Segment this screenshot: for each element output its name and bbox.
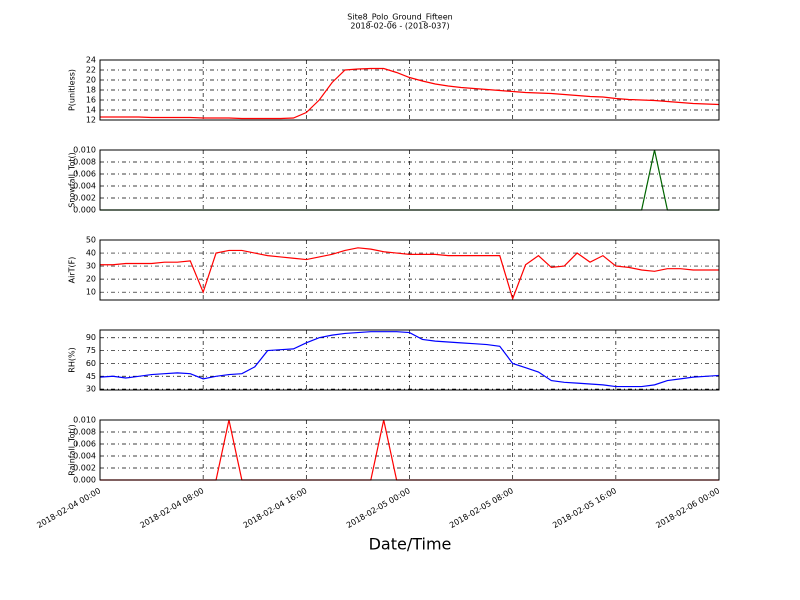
y-tick-label: 22 <box>86 66 96 75</box>
y-axis-label: AirT(F) <box>68 257 77 284</box>
y-tick-label: 12 <box>86 116 96 125</box>
y-tick-label: 30 <box>86 262 96 271</box>
y-tick-label: 50 <box>86 236 96 245</box>
y-tick-label: 0.002 <box>73 464 96 473</box>
y-tick-label: 0.002 <box>73 194 96 203</box>
y-tick-label: 14 <box>86 106 96 115</box>
y-tick-label: 45 <box>86 372 96 381</box>
y-tick-label: 40 <box>86 249 96 258</box>
x-tick-label: 2018-02-04 00:00 <box>35 486 102 530</box>
y-axis-label: P(unitless) <box>68 69 77 111</box>
y-tick-label: 16 <box>86 96 96 105</box>
x-axis-label: Date/Time <box>369 535 452 554</box>
plot-frame <box>99 329 720 391</box>
data-line <box>100 67 720 120</box>
y-tick-label: 0.004 <box>73 452 96 461</box>
y-tick-label: 0.010 <box>73 416 96 425</box>
y-tick-label: 20 <box>86 76 96 85</box>
y-axis-label: RH(%) <box>68 347 77 372</box>
plot-frame <box>99 419 720 481</box>
y-tick-label: 18 <box>86 86 96 95</box>
y-tick-label: 60 <box>86 359 96 368</box>
y-tick-label: 10 <box>86 288 96 297</box>
chart-title: Site8_Polo_Ground_Fifteen <box>347 13 452 22</box>
plot-frame <box>99 239 720 301</box>
y-tick-label: 75 <box>86 346 96 355</box>
y-tick-label: 0.006 <box>73 170 96 179</box>
y-tick-label: 0.004 <box>73 182 96 191</box>
y-tick-label: 0.000 <box>73 206 96 215</box>
x-tick-label: 2018-02-06 00:00 <box>654 486 721 530</box>
y-tick-label: 0.000 <box>73 476 96 485</box>
x-tick-label: 2018-02-04 16:00 <box>242 486 309 530</box>
y-tick-label: 0.006 <box>73 440 96 449</box>
chart-subtitle: 2018-02-06 - (2018-037) <box>350 22 449 31</box>
y-tick-label: 90 <box>86 333 96 342</box>
y-tick-label: 30 <box>86 385 96 394</box>
data-line <box>100 247 719 301</box>
plot-frame <box>99 149 720 211</box>
y-tick-label: 0.010 <box>73 146 96 155</box>
y-tick-label: 24 <box>86 56 96 65</box>
x-tick-label: 2018-02-04 08:00 <box>138 486 205 530</box>
x-tick-label: 2018-02-05 00:00 <box>345 486 412 530</box>
y-tick-label: 0.008 <box>73 428 96 437</box>
y-axis-label: Rainfall_Tot() <box>68 424 77 476</box>
x-tick-label: 2018-02-05 08:00 <box>448 486 515 530</box>
data-line <box>99 331 720 388</box>
y-tick-label: 0.008 <box>73 158 96 167</box>
x-tick-label: 2018-02-05 16:00 <box>551 486 618 530</box>
y-tick-label: 20 <box>86 275 96 284</box>
y-axis-label: Snowfall_Tot() <box>68 152 77 208</box>
plot-frame <box>99 59 720 121</box>
